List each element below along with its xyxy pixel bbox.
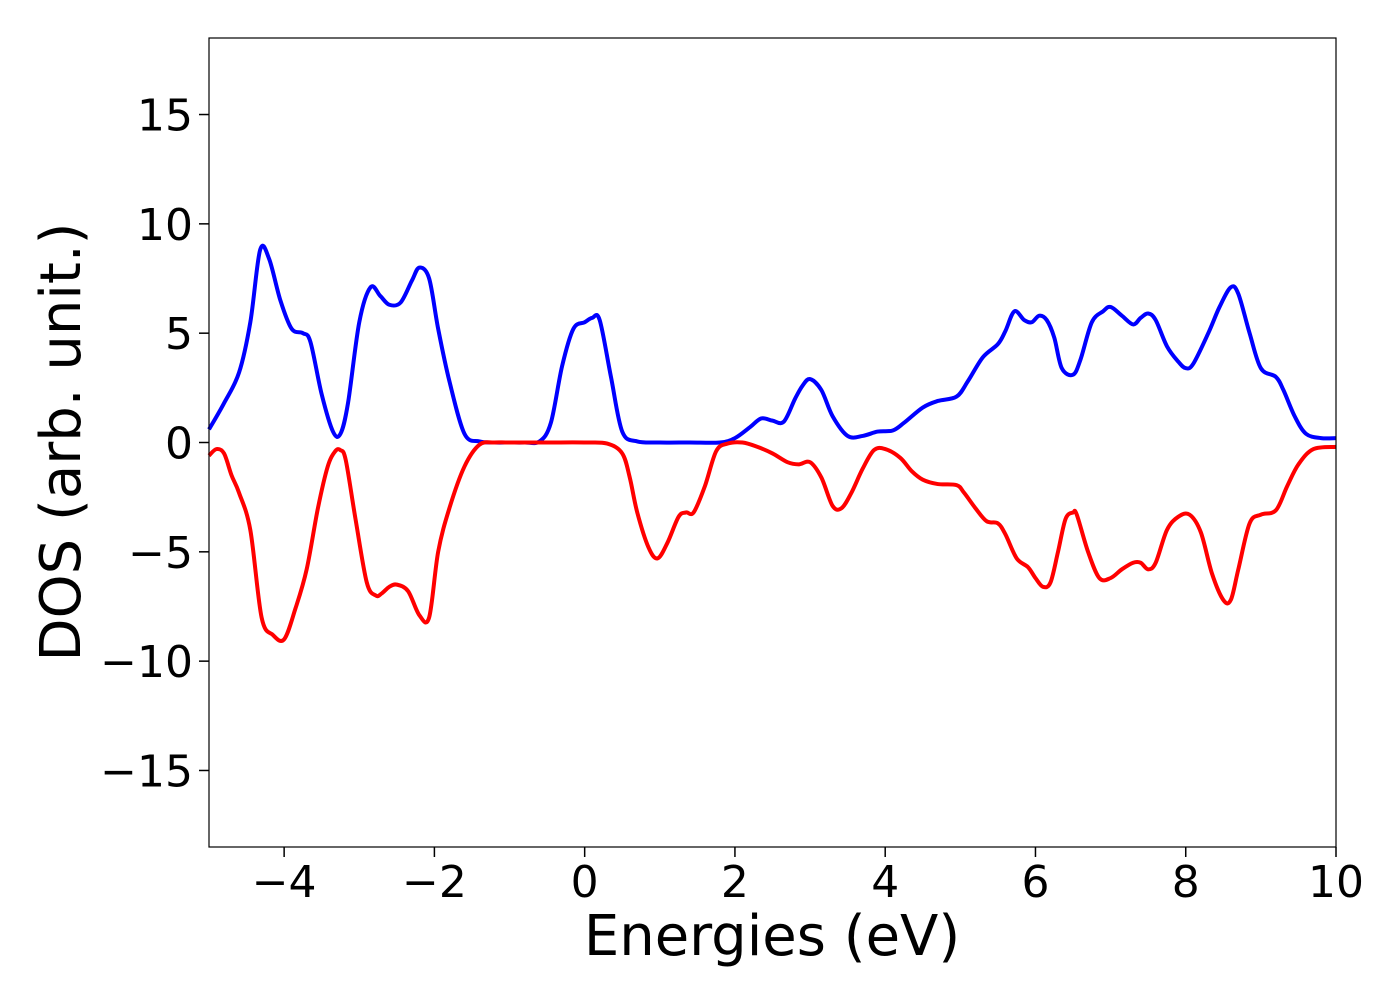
x-tick-label: 0 bbox=[571, 857, 599, 908]
plot-frame bbox=[208, 37, 1337, 848]
plot-border bbox=[208, 37, 1337, 848]
x-tick-label: −2 bbox=[402, 857, 467, 908]
y-tick-label: 5 bbox=[165, 309, 193, 360]
y-tick-label: 0 bbox=[165, 419, 193, 470]
x-tick-label: 10 bbox=[1308, 857, 1364, 908]
series-line-1 bbox=[207, 440, 1337, 643]
y-tick-label: −15 bbox=[100, 746, 193, 797]
x-axis: −4 −2 0 2 4 6 8 10 bbox=[252, 847, 1364, 908]
x-tick-label: 6 bbox=[1021, 857, 1049, 908]
y-axis-label: DOS (arb. unit.) bbox=[29, 222, 94, 661]
y-tick-label: −5 bbox=[128, 528, 193, 579]
x-tick-label: 4 bbox=[871, 857, 899, 908]
y-tick-label: −10 bbox=[100, 637, 193, 688]
y-tick-label: 10 bbox=[137, 200, 193, 251]
x-tick-label: 8 bbox=[1172, 857, 1200, 908]
series-line-0 bbox=[207, 243, 1337, 446]
x-tick-label: −4 bbox=[252, 857, 317, 908]
y-tick-label: 15 bbox=[137, 91, 193, 142]
y-axis: −15 −10 −5 0 5 10 15 bbox=[100, 91, 209, 797]
x-axis-label: Energies (eV) bbox=[584, 904, 960, 969]
x-tick-label: 2 bbox=[721, 857, 749, 908]
series-layer bbox=[207, 243, 1337, 643]
